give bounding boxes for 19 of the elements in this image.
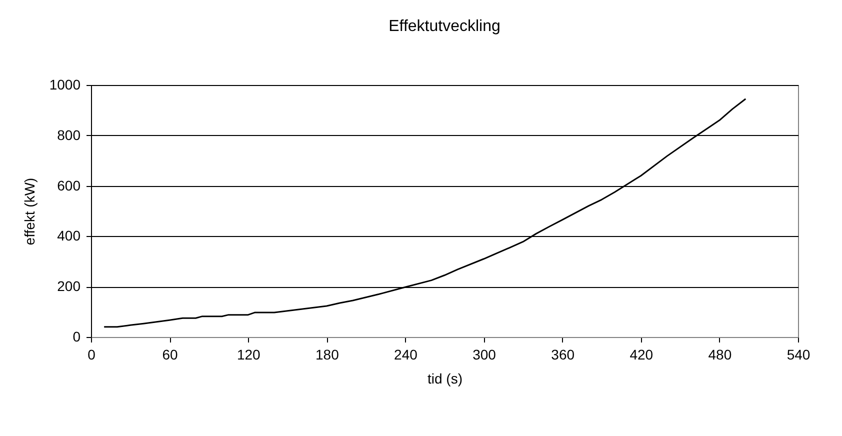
x-tick-label: 480 bbox=[708, 346, 732, 362]
x-tick-label: 420 bbox=[630, 346, 654, 362]
x-tick-label: 360 bbox=[551, 346, 575, 362]
y-tick-label: 200 bbox=[57, 278, 81, 294]
y-tick-label: 400 bbox=[57, 228, 81, 244]
x-tick-label: 180 bbox=[315, 346, 340, 362]
x-tick-label: 540 bbox=[786, 346, 810, 362]
x-tick-label: 0 bbox=[88, 346, 96, 362]
y-tick-label: 600 bbox=[57, 177, 81, 194]
chart-title: Effektutveckling bbox=[388, 18, 500, 35]
x-tick-label: 60 bbox=[162, 346, 178, 362]
y-axis-title: effekt (kW) bbox=[21, 178, 38, 246]
y-tick-label: 1000 bbox=[49, 76, 81, 92]
x-tick-label: 300 bbox=[472, 346, 496, 362]
x-tick-label: 120 bbox=[236, 346, 261, 362]
x-axis-title: tid (s) bbox=[428, 370, 462, 386]
y-tick-label: 800 bbox=[57, 126, 81, 143]
x-tick-label: 240 bbox=[394, 346, 418, 362]
y-tick-label: 0 bbox=[72, 328, 81, 344]
